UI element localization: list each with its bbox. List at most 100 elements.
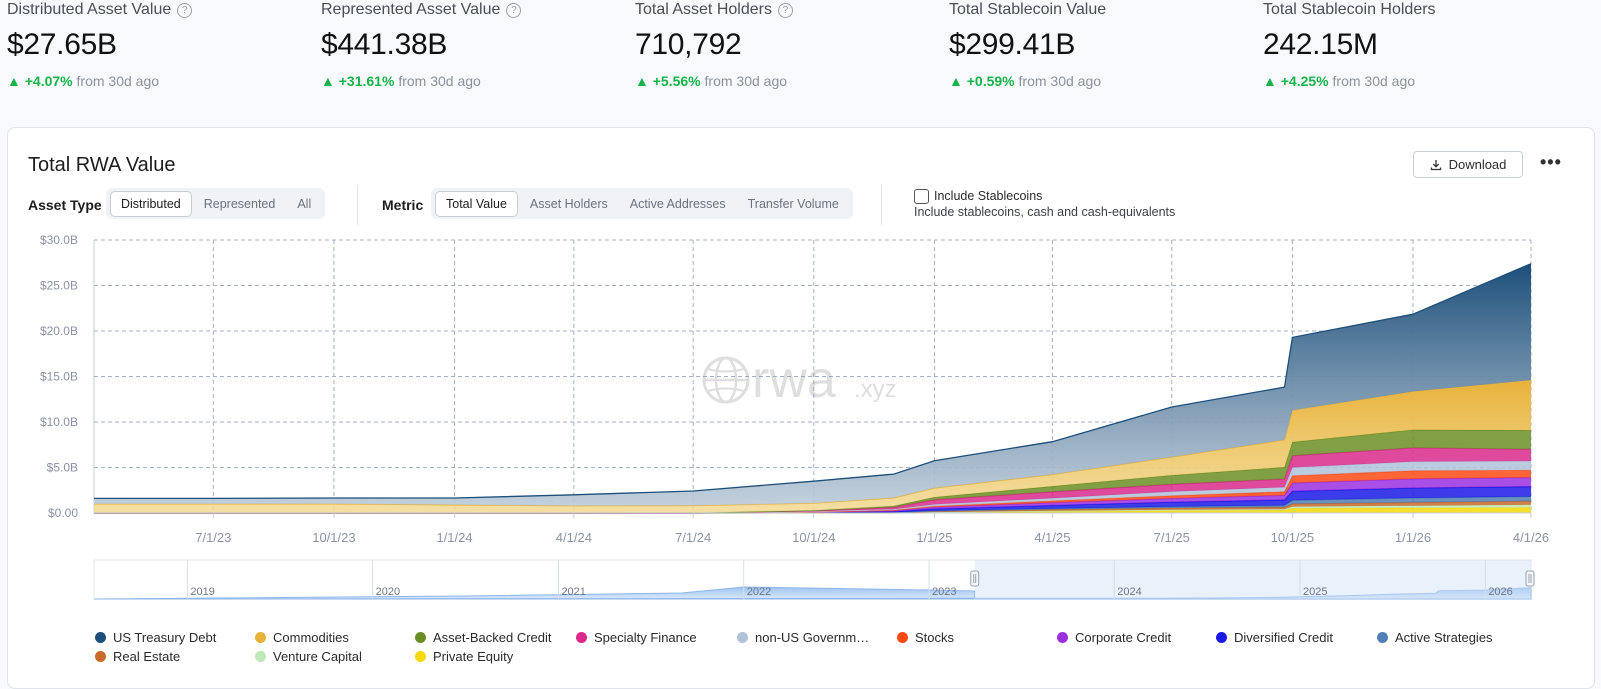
legend-item-us-treasury-debt[interactable]: US Treasury Debt: [95, 630, 216, 645]
legend-swatch: [1377, 632, 1388, 643]
legend-label: Specialty Finance: [594, 630, 697, 645]
kpi-label: Total Stablecoin Value: [949, 1, 1107, 18]
y-tick-label: $0.00: [48, 506, 78, 520]
x-tick-label: 7/1/25: [1154, 530, 1190, 545]
globe-icon: [702, 356, 750, 404]
kpi-delta-suffix: from 30d ago: [1332, 73, 1416, 89]
legend-item-corporate-credit[interactable]: Corporate Credit: [1057, 630, 1171, 645]
legend-label: Diversified Credit: [1234, 630, 1333, 645]
legend-label: US Treasury Debt: [113, 630, 217, 645]
x-tick-label: 1/1/25: [916, 530, 952, 545]
legend-label: Asset-Backed Credit: [433, 630, 552, 645]
asset-type-option-represented[interactable]: Represented: [203, 196, 276, 211]
x-tick-label: 10/1/24: [792, 530, 835, 545]
up-arrow-icon: ▲: [321, 73, 335, 89]
metric-option-active-addresses[interactable]: Active Addresses: [629, 196, 726, 211]
legend-swatch: [415, 651, 426, 662]
kpi-strip: Distributed Asset Value? $27.65B ▲ +4.07…: [0, 0, 1601, 120]
legend-item-venture-capital[interactable]: Venture Capital: [255, 649, 362, 664]
x-tick-label: 1/1/24: [436, 530, 472, 545]
include-stablecoins-checkbox[interactable]: [914, 189, 929, 204]
kpi-value: $27.65B: [7, 28, 117, 61]
legend-swatch: [576, 632, 587, 643]
chart-legend: US Treasury Debt Commodities Asset-Backe…: [95, 630, 1575, 670]
legend-item-active-strategies[interactable]: Active Strategies: [1377, 630, 1493, 645]
area-corporate-credit: [94, 477, 1531, 513]
legend-label: Active Strategies: [1395, 630, 1493, 645]
kpi-value: $441.38B: [321, 28, 448, 61]
legend-swatch: [897, 632, 908, 643]
metric-option-total-value[interactable]: Total Value: [435, 190, 518, 217]
x-tick-label: 7/1/23: [195, 530, 231, 545]
watermark-text: rwa: [752, 351, 836, 409]
legend-item-commodities[interactable]: Commodities: [255, 630, 349, 645]
navigator-year-label: 2020: [376, 586, 400, 598]
legend-item-real-estate[interactable]: Real Estate: [95, 649, 180, 664]
navigator-year-label: 2022: [747, 586, 771, 598]
kpi-delta: +4.25%: [1280, 73, 1329, 89]
navigator-right-handle[interactable]: [1525, 570, 1535, 587]
kpi-delta: +5.56%: [652, 73, 701, 89]
y-tick-label: $25.0B: [40, 279, 78, 293]
x-tick-label: 1/1/26: [1395, 530, 1431, 545]
area-private-equity: [94, 507, 1531, 513]
legend-label: Private Equity: [433, 649, 514, 664]
download-icon: [1430, 159, 1441, 170]
legend-swatch: [255, 651, 266, 662]
line-us-treasury-debt: [94, 263, 1532, 500]
area-us-treasury-debt: [94, 263, 1531, 506]
x-tick-label: 7/1/24: [675, 530, 711, 545]
kpi-value: 242.15M: [1263, 28, 1378, 61]
kpi-total-asset-holders: Total Asset Holders? 710,792 ▲ +5.56% fr…: [635, 0, 793, 89]
navigator-left-handle[interactable]: [970, 570, 980, 587]
kpi-delta: +31.61%: [338, 73, 395, 89]
legend-item-stocks[interactable]: Stocks: [897, 630, 954, 645]
kpi-label: Total Asset Holders: [635, 1, 772, 18]
download-button[interactable]: Download: [1413, 151, 1523, 178]
legend-item-specialty-finance[interactable]: Specialty Finance: [576, 630, 697, 645]
navigator-year-label: 2024: [1117, 586, 1141, 598]
help-icon[interactable]: ?: [777, 2, 793, 18]
kpi-delta-suffix: from 30d ago: [1018, 73, 1102, 89]
help-icon[interactable]: ?: [177, 2, 193, 18]
navigator-year-label: 2026: [1488, 586, 1512, 598]
legend-item-asset-backed-credit[interactable]: Asset-Backed Credit: [415, 630, 552, 645]
legend-item-diversified-credit[interactable]: Diversified Credit: [1216, 630, 1333, 645]
rwa-value-chart: rwa .xyz $0.00 $5.0B $10.0B $15.0B $20.0B $25…: [40, 233, 1549, 600]
x-tick-label: 10/1/25: [1271, 530, 1314, 545]
legend-item-private-equity[interactable]: Private Equity: [415, 649, 513, 664]
more-options-icon[interactable]: •••: [1540, 152, 1562, 172]
navigator-selection: [974, 560, 1531, 599]
metric-option-transfer-volume[interactable]: Transfer Volume: [747, 196, 839, 211]
legend-item-non-us-government-debt[interactable]: non-US Governme...: [737, 630, 873, 645]
kpi-label: Total Stablecoin Holders: [1263, 1, 1436, 18]
navigator-year-label: 2025: [1303, 586, 1327, 598]
y-tick-label: $10.0B: [40, 415, 78, 429]
legend-label: Commodities: [273, 630, 349, 645]
kpi-label: Represented Asset Value: [321, 1, 501, 18]
kpi-distributed-asset-value: Distributed Asset Value? $27.65B ▲ +4.07…: [7, 0, 193, 89]
asset-type-label: Asset Type: [28, 197, 102, 213]
navigator-year-label: 2023: [932, 586, 956, 598]
asset-type-option-all[interactable]: All: [297, 196, 312, 211]
range-navigator[interactable]: 2019 2020 2021 2022 2023 2024 2025 2026: [93, 559, 1535, 600]
metric-label: Metric: [382, 197, 424, 213]
legend-label: Corporate Credit: [1075, 630, 1172, 645]
help-icon[interactable]: ?: [506, 2, 522, 18]
include-stablecoins-label[interactable]: Include Stablecoins: [934, 189, 1043, 203]
legend-label: non-US Governme...: [755, 630, 873, 645]
kpi-label: Distributed Asset Value: [7, 1, 172, 18]
kpi-delta: +0.59%: [966, 73, 1015, 89]
kpi-delta-suffix: from 30d ago: [398, 73, 481, 89]
kpi-delta-suffix: from 30d ago: [76, 73, 160, 89]
up-arrow-icon: ▲: [949, 73, 963, 89]
area-stocks: [94, 470, 1531, 513]
x-tick-label: 4/1/24: [556, 530, 592, 545]
x-tick-label: 4/1/26: [1513, 530, 1549, 545]
kpi-total-stablecoin-value: Total Stablecoin Value $299.41B ▲ +0.59%…: [949, 0, 1106, 89]
chart-areas: [94, 263, 1532, 514]
y-tick-label: $30.0B: [40, 233, 78, 247]
divider: [357, 185, 358, 225]
metric-option-asset-holders[interactable]: Asset Holders: [529, 196, 608, 211]
asset-type-option-distributed[interactable]: Distributed: [110, 190, 192, 217]
